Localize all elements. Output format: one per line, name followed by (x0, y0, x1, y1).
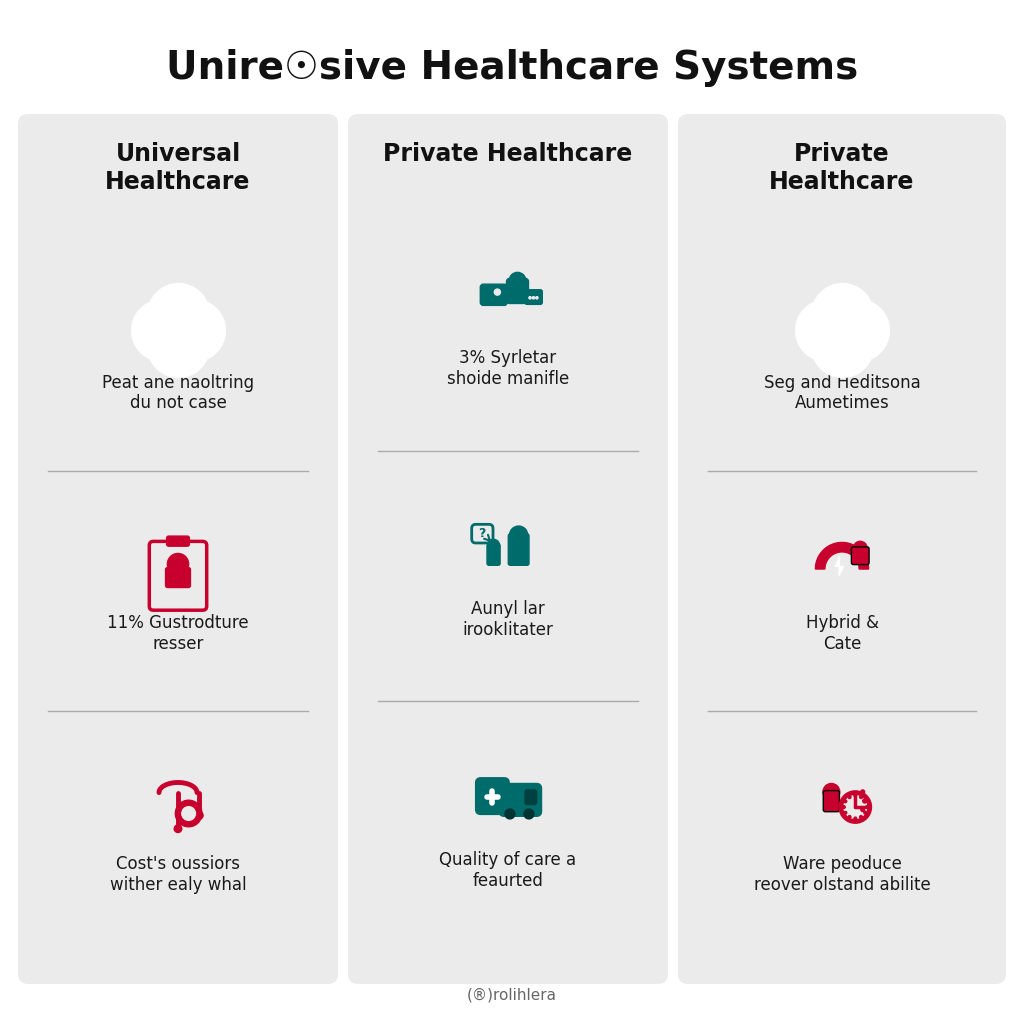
Circle shape (843, 806, 845, 808)
Text: Ware peoduce
reover olstand abilite: Ware peoduce reover olstand abilite (754, 855, 931, 894)
Circle shape (196, 812, 203, 819)
Circle shape (529, 297, 531, 299)
FancyBboxPatch shape (525, 290, 543, 304)
FancyBboxPatch shape (480, 285, 507, 305)
Circle shape (823, 783, 840, 800)
FancyBboxPatch shape (166, 567, 190, 588)
Circle shape (860, 815, 862, 818)
FancyBboxPatch shape (167, 537, 189, 546)
Text: Universal
Healthcare: Universal Healthcare (105, 142, 251, 194)
Text: Unire☉sive Healthcare Systems: Unire☉sive Healthcare Systems (166, 49, 858, 87)
Polygon shape (815, 543, 868, 569)
FancyBboxPatch shape (475, 778, 509, 814)
Polygon shape (804, 303, 880, 369)
Circle shape (848, 815, 851, 818)
Text: Seg and Heditsona
Aumetimes: Seg and Heditsona Aumetimes (764, 374, 921, 413)
Circle shape (853, 542, 867, 555)
FancyBboxPatch shape (823, 791, 840, 812)
FancyBboxPatch shape (348, 114, 668, 984)
Circle shape (495, 289, 501, 295)
Polygon shape (836, 556, 844, 575)
Circle shape (865, 806, 868, 808)
Circle shape (864, 811, 866, 814)
FancyBboxPatch shape (18, 114, 338, 984)
Circle shape (182, 807, 196, 820)
Text: Private Healthcare: Private Healthcare (383, 142, 633, 166)
Circle shape (174, 825, 182, 833)
FancyBboxPatch shape (500, 783, 542, 816)
FancyBboxPatch shape (507, 279, 528, 303)
Circle shape (854, 795, 857, 797)
Polygon shape (140, 303, 216, 369)
FancyBboxPatch shape (487, 544, 500, 565)
Text: Cost's oussiors
wither ealy whal: Cost's oussiors wither ealy whal (110, 855, 247, 894)
Circle shape (861, 808, 864, 812)
FancyBboxPatch shape (508, 534, 529, 565)
Circle shape (510, 526, 527, 545)
Circle shape (509, 272, 526, 289)
Text: Peat ane haoltring
du not case: Peat ane haoltring du not case (102, 374, 254, 413)
Circle shape (844, 811, 847, 814)
FancyBboxPatch shape (678, 114, 1006, 984)
Circle shape (854, 817, 857, 820)
Circle shape (864, 800, 866, 803)
Circle shape (848, 796, 851, 799)
Circle shape (861, 790, 864, 794)
FancyBboxPatch shape (851, 547, 869, 564)
Circle shape (860, 796, 862, 799)
Circle shape (862, 799, 866, 803)
Circle shape (167, 553, 188, 574)
Circle shape (175, 800, 202, 826)
Text: Aunyl lar
irookIitater: Aunyl lar irookIitater (463, 600, 553, 639)
Text: (®)rolihlera: (®)rolihlera (467, 987, 557, 1002)
Text: 11% Gustrodture
resser: 11% Gustrodture resser (108, 614, 249, 653)
FancyBboxPatch shape (525, 790, 537, 805)
Circle shape (532, 297, 535, 299)
Circle shape (842, 794, 868, 820)
Text: Quality of care a
feaurted: Quality of care a feaurted (439, 851, 577, 890)
Text: ?: ? (478, 526, 485, 540)
Text: Hybrid &
Cate: Hybrid & Cate (806, 614, 879, 653)
Circle shape (536, 297, 538, 299)
Text: 3% Syrletar
shoide manifle: 3% Syrletar shoide manifle (446, 349, 569, 388)
Text: Private
Healthcare: Private Healthcare (769, 142, 914, 194)
Circle shape (505, 809, 515, 819)
Circle shape (524, 809, 534, 819)
Circle shape (844, 800, 847, 803)
Circle shape (487, 540, 500, 552)
